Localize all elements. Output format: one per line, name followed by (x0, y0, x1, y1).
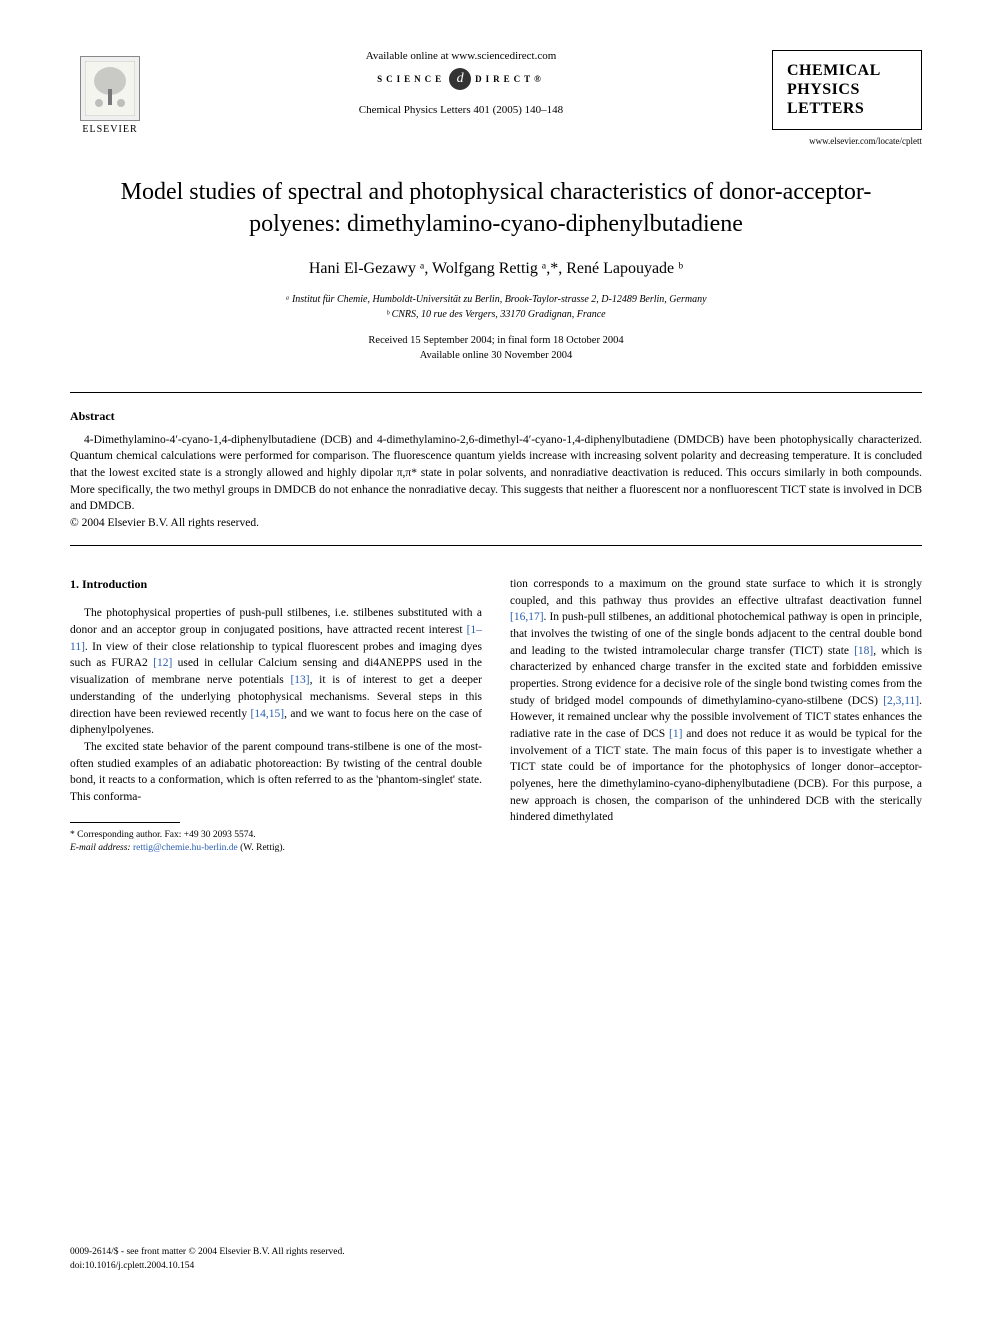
publisher-name: ELSEVIER (82, 124, 137, 135)
email-address[interactable]: rettig@chemie.hu-berlin.de (133, 843, 238, 853)
journal-box-line1: CHEMICAL (787, 61, 907, 80)
sciencedirect-logo: SCIENCE d DIRECT® (170, 68, 752, 90)
ref-13[interactable]: [13] (290, 674, 309, 686)
article-dates: Received 15 September 2004; in final for… (70, 334, 922, 363)
ref-14-15[interactable]: [14,15] (251, 708, 285, 720)
col1-para1: The photophysical properties of push-pul… (70, 605, 482, 738)
journal-url[interactable]: www.elsevier.com/locate/cplett (772, 136, 922, 146)
email-author-name: (W. Rettig). (240, 843, 285, 853)
column-right: tion corresponds to a maximum on the gro… (510, 576, 922, 855)
journal-box-wrap: CHEMICAL PHYSICS LETTERS www.elsevier.co… (772, 50, 922, 146)
sd-right: DIRECT® (475, 74, 545, 84)
footer-block: 0009-2614/$ - see front matter © 2004 El… (70, 1246, 345, 1273)
center-header: Available online at www.sciencedirect.co… (150, 50, 772, 116)
journal-box-line3: LETTERS (787, 99, 907, 118)
affiliation-a: ᵃ Institut für Chemie, Humboldt-Universi… (70, 292, 922, 307)
email-label: E-mail address: (70, 843, 131, 853)
affiliations: ᵃ Institut für Chemie, Humboldt-Universi… (70, 292, 922, 322)
ref-1[interactable]: [1] (669, 728, 682, 740)
divider-bottom (70, 545, 922, 546)
available-online-text: Available online at www.sciencedirect.co… (170, 50, 752, 62)
divider-top (70, 392, 922, 393)
header-row: ELSEVIER Available online at www.science… (70, 50, 922, 146)
body-columns: 1. Introduction The photophysical proper… (70, 576, 922, 855)
article-title: Model studies of spectral and photophysi… (100, 176, 892, 241)
column-left: 1. Introduction The photophysical proper… (70, 576, 482, 855)
abstract-heading: Abstract (70, 409, 922, 424)
footer-copyright: 0009-2614/$ - see front matter © 2004 El… (70, 1246, 345, 1259)
footnote-block: * Corresponding author. Fax: +49 30 2093… (70, 829, 482, 856)
col1-para2: The excited state behavior of the parent… (70, 739, 482, 806)
affiliation-b: ᵇ CNRS, 10 rue des Vergers, 33170 Gradig… (70, 307, 922, 322)
ref-16-17[interactable]: [16,17] (510, 611, 544, 623)
footer-doi: doi:10.1016/j.cplett.2004.10.154 (70, 1260, 345, 1273)
ref-18[interactable]: [18] (854, 645, 873, 657)
journal-reference: Chemical Physics Letters 401 (2005) 140–… (170, 104, 752, 116)
available-date: Available online 30 November 2004 (70, 349, 922, 364)
publisher-logo: ELSEVIER (70, 50, 150, 140)
elsevier-tree-icon (80, 56, 140, 121)
ref-12[interactable]: [12] (153, 657, 172, 669)
authors: Hani El-Gezawy ᵃ, Wolfgang Rettig ᵃ,*, R… (70, 260, 922, 278)
section-1-heading: 1. Introduction (70, 576, 482, 593)
col2-para1: tion corresponds to a maximum on the gro… (510, 576, 922, 826)
corresponding-author: * Corresponding author. Fax: +49 30 2093… (70, 829, 482, 842)
abstract-copyright: © 2004 Elsevier B.V. All rights reserved… (70, 517, 922, 529)
journal-box-line2: PHYSICS (787, 80, 907, 99)
footnote-separator (70, 822, 180, 823)
abstract-text: 4-Dimethylamino-4′-cyano-1,4-diphenylbut… (70, 432, 922, 515)
sd-left: SCIENCE (377, 74, 445, 84)
journal-title-box: CHEMICAL PHYSICS LETTERS (772, 50, 922, 130)
received-date: Received 15 September 2004; in final for… (70, 334, 922, 349)
sciencedirect-icon: d (449, 68, 471, 90)
ref-2-3-11[interactable]: [2,3,11] (883, 695, 919, 707)
email-line: E-mail address: rettig@chemie.hu-berlin.… (70, 842, 482, 855)
